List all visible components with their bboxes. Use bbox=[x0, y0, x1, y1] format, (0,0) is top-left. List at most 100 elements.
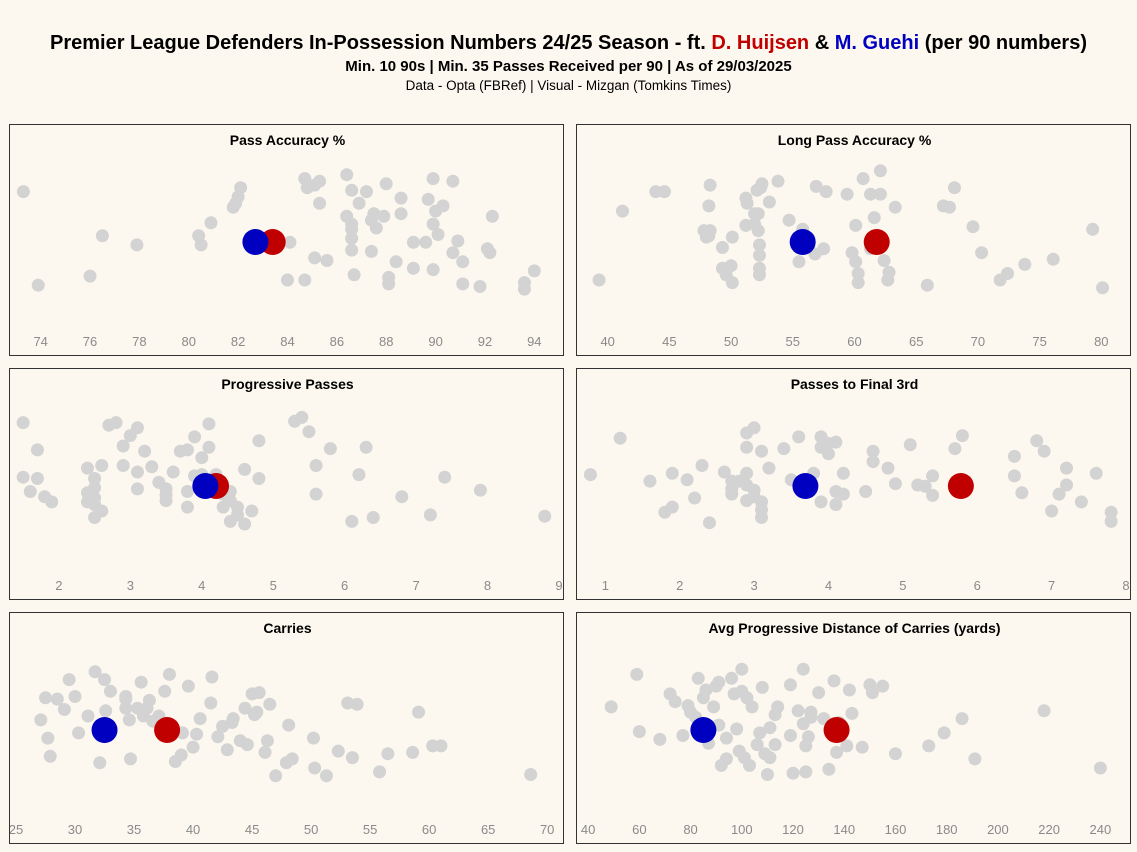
player-point bbox=[801, 730, 815, 744]
player-point bbox=[238, 701, 252, 715]
player-point bbox=[426, 217, 440, 231]
player-point bbox=[31, 278, 45, 292]
player-point bbox=[382, 277, 396, 291]
player-point bbox=[752, 248, 766, 262]
player-point bbox=[211, 730, 225, 744]
player-point bbox=[240, 738, 254, 752]
player-point bbox=[204, 216, 218, 230]
player-point bbox=[804, 705, 818, 719]
player-point bbox=[632, 725, 646, 739]
x-tick-label: 7 bbox=[412, 578, 419, 593]
player-point bbox=[707, 700, 721, 714]
x-tick-label: 40 bbox=[186, 822, 200, 837]
player-point bbox=[876, 679, 890, 693]
player-point bbox=[345, 231, 359, 245]
player-point bbox=[50, 692, 64, 706]
panel-title: Progressive Passes bbox=[221, 376, 354, 392]
player1-name: D. Huijsen bbox=[711, 32, 810, 54]
player-point bbox=[1104, 514, 1118, 528]
x-tick-label: 70 bbox=[971, 334, 985, 349]
player-point bbox=[859, 485, 873, 498]
scatter-plot: Long Pass Accuracy % 40 45 50 55 60 65 70 75 80 bbox=[592, 132, 1110, 349]
x-tick-label: 4 bbox=[198, 578, 205, 593]
player-point bbox=[195, 451, 209, 465]
player-point bbox=[202, 440, 216, 454]
player-point bbox=[16, 470, 30, 484]
player-point bbox=[1037, 444, 1051, 458]
player-point bbox=[1015, 486, 1029, 500]
player-point bbox=[604, 700, 618, 714]
player-point bbox=[434, 739, 448, 753]
player-point bbox=[145, 460, 159, 474]
huijsen-point bbox=[823, 717, 850, 743]
player-point bbox=[88, 481, 102, 495]
player-point bbox=[830, 745, 844, 759]
player-point bbox=[16, 185, 30, 199]
player-point bbox=[431, 228, 445, 241]
player-point bbox=[809, 179, 823, 193]
player-point bbox=[753, 726, 767, 740]
player-point bbox=[1007, 449, 1021, 463]
player-point bbox=[364, 244, 378, 258]
player-point bbox=[920, 278, 934, 292]
player-point bbox=[745, 700, 759, 714]
x-tick-label: 5 bbox=[270, 578, 277, 593]
player-point bbox=[394, 191, 408, 205]
player-point bbox=[730, 722, 744, 736]
x-tick-label: 60 bbox=[422, 822, 436, 837]
player-point bbox=[747, 483, 761, 497]
x-tick-label: 55 bbox=[363, 822, 377, 837]
player-point bbox=[352, 196, 366, 210]
player-point bbox=[955, 712, 969, 726]
player-point bbox=[1046, 252, 1060, 266]
x-tick-label: 200 bbox=[987, 822, 1009, 837]
player-point bbox=[1093, 761, 1107, 775]
player-point bbox=[903, 438, 917, 452]
x-tick-label: 65 bbox=[909, 334, 923, 349]
player-point bbox=[180, 443, 194, 457]
player-point bbox=[45, 495, 59, 509]
player-point bbox=[190, 727, 204, 741]
player-point bbox=[186, 740, 200, 754]
player-point bbox=[406, 745, 420, 759]
player-point bbox=[95, 229, 109, 243]
scatter-plot: Avg Progressive Distance of Carries (yar… bbox=[581, 620, 1112, 837]
player-point bbox=[763, 751, 777, 765]
player-point bbox=[238, 517, 252, 531]
x-tick-label: 1 bbox=[602, 578, 609, 593]
player-point bbox=[281, 273, 294, 287]
player-point bbox=[665, 500, 679, 514]
x-tick-label: 8 bbox=[1122, 578, 1129, 593]
player-point bbox=[340, 168, 354, 182]
player-point bbox=[446, 174, 460, 188]
player-point bbox=[821, 447, 835, 461]
player-point bbox=[313, 196, 327, 210]
player-point bbox=[836, 466, 850, 480]
x-tick-label: 180 bbox=[936, 822, 958, 837]
player-point bbox=[124, 752, 138, 766]
player-point bbox=[88, 665, 102, 679]
player-point bbox=[966, 220, 980, 234]
player-point bbox=[1074, 495, 1088, 509]
player-point bbox=[130, 482, 144, 496]
player-point bbox=[130, 421, 144, 435]
player-point bbox=[174, 748, 188, 762]
x-tick-label: 60 bbox=[847, 334, 861, 349]
panel-progressive-carry-distance: Avg Progressive Distance of Carries (yar… bbox=[576, 612, 1131, 844]
player-point bbox=[345, 751, 359, 765]
guehi-point bbox=[792, 473, 819, 499]
player-point bbox=[345, 514, 359, 528]
player-point bbox=[345, 243, 359, 257]
player-point bbox=[446, 246, 460, 260]
x-tick-label: 78 bbox=[132, 334, 146, 349]
player-point bbox=[134, 675, 148, 689]
player-point bbox=[751, 224, 765, 238]
player-point bbox=[849, 218, 863, 232]
x-tick-label: 240 bbox=[1090, 822, 1112, 837]
player-point bbox=[791, 704, 805, 718]
player-point bbox=[473, 280, 487, 293]
player-point bbox=[194, 238, 208, 252]
player-point bbox=[1096, 281, 1110, 295]
player-point bbox=[379, 177, 393, 191]
player-point bbox=[419, 235, 433, 249]
